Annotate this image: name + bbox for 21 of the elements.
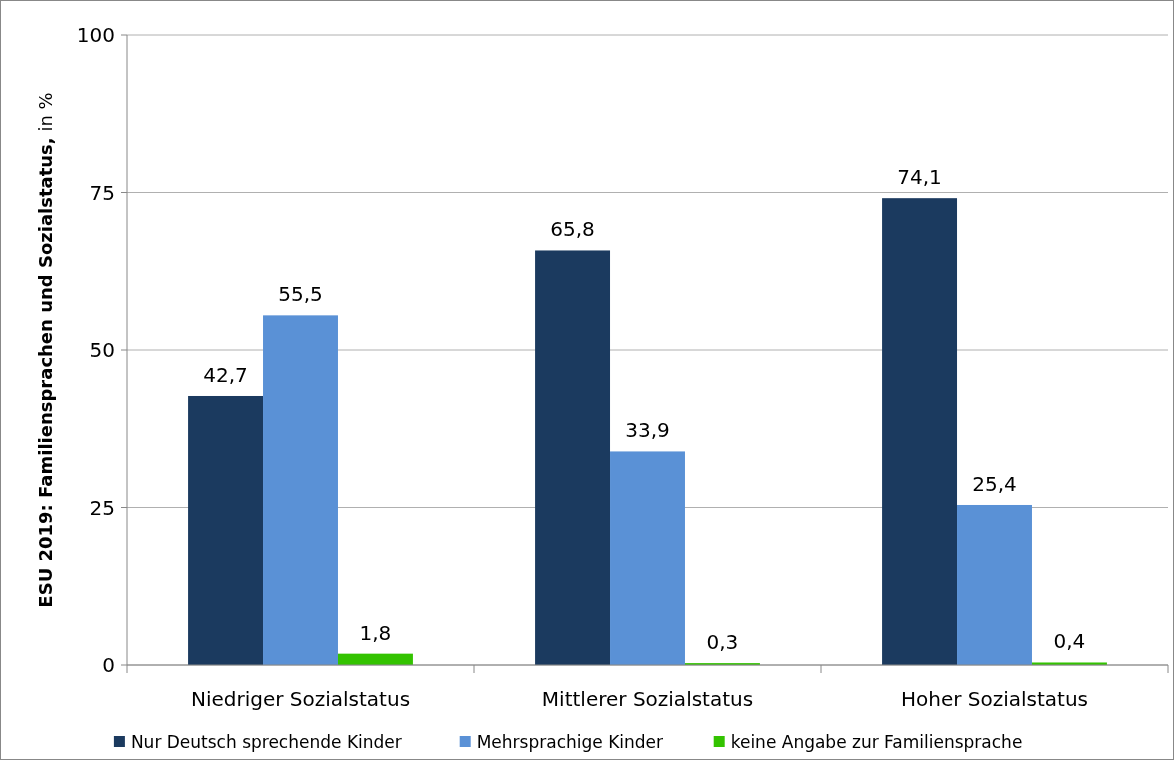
data-label: 1,8 <box>359 620 392 645</box>
y-tick-label: 0 <box>102 653 115 677</box>
x-tick-label: Hoher Sozialstatus <box>900 687 1089 711</box>
y-tick-label: 100 <box>76 23 115 47</box>
y-tick-label: 50 <box>89 338 115 362</box>
y-axis-title: ESU 2019: Familiensprachen und Sozialstatus, in % <box>35 92 56 608</box>
data-label: 0,3 <box>706 630 739 655</box>
legend-label: Nur Deutsch sprechende Kinder <box>130 731 402 752</box>
data-label: 55,5 <box>278 282 323 307</box>
data-label: 74,1 <box>897 165 942 190</box>
y-tick-label: 25 <box>89 495 115 520</box>
data-label: 42,7 <box>203 362 248 387</box>
y-tick-label: 75 <box>89 180 115 205</box>
legend-label: Mehrsprachige Kinder <box>476 731 664 752</box>
data-label: 65,8 <box>550 217 595 242</box>
data-label: 25,4 <box>972 471 1017 496</box>
x-tick-label: Mittlerer Sozialstatus <box>541 687 754 711</box>
data-label: 33,9 <box>625 418 670 443</box>
legend-label: keine Angabe zur Familiensprache <box>730 731 1023 752</box>
data-label: 0,4 <box>1053 629 1086 654</box>
x-tick-label: Niedriger Sozialstatus <box>190 687 411 711</box>
